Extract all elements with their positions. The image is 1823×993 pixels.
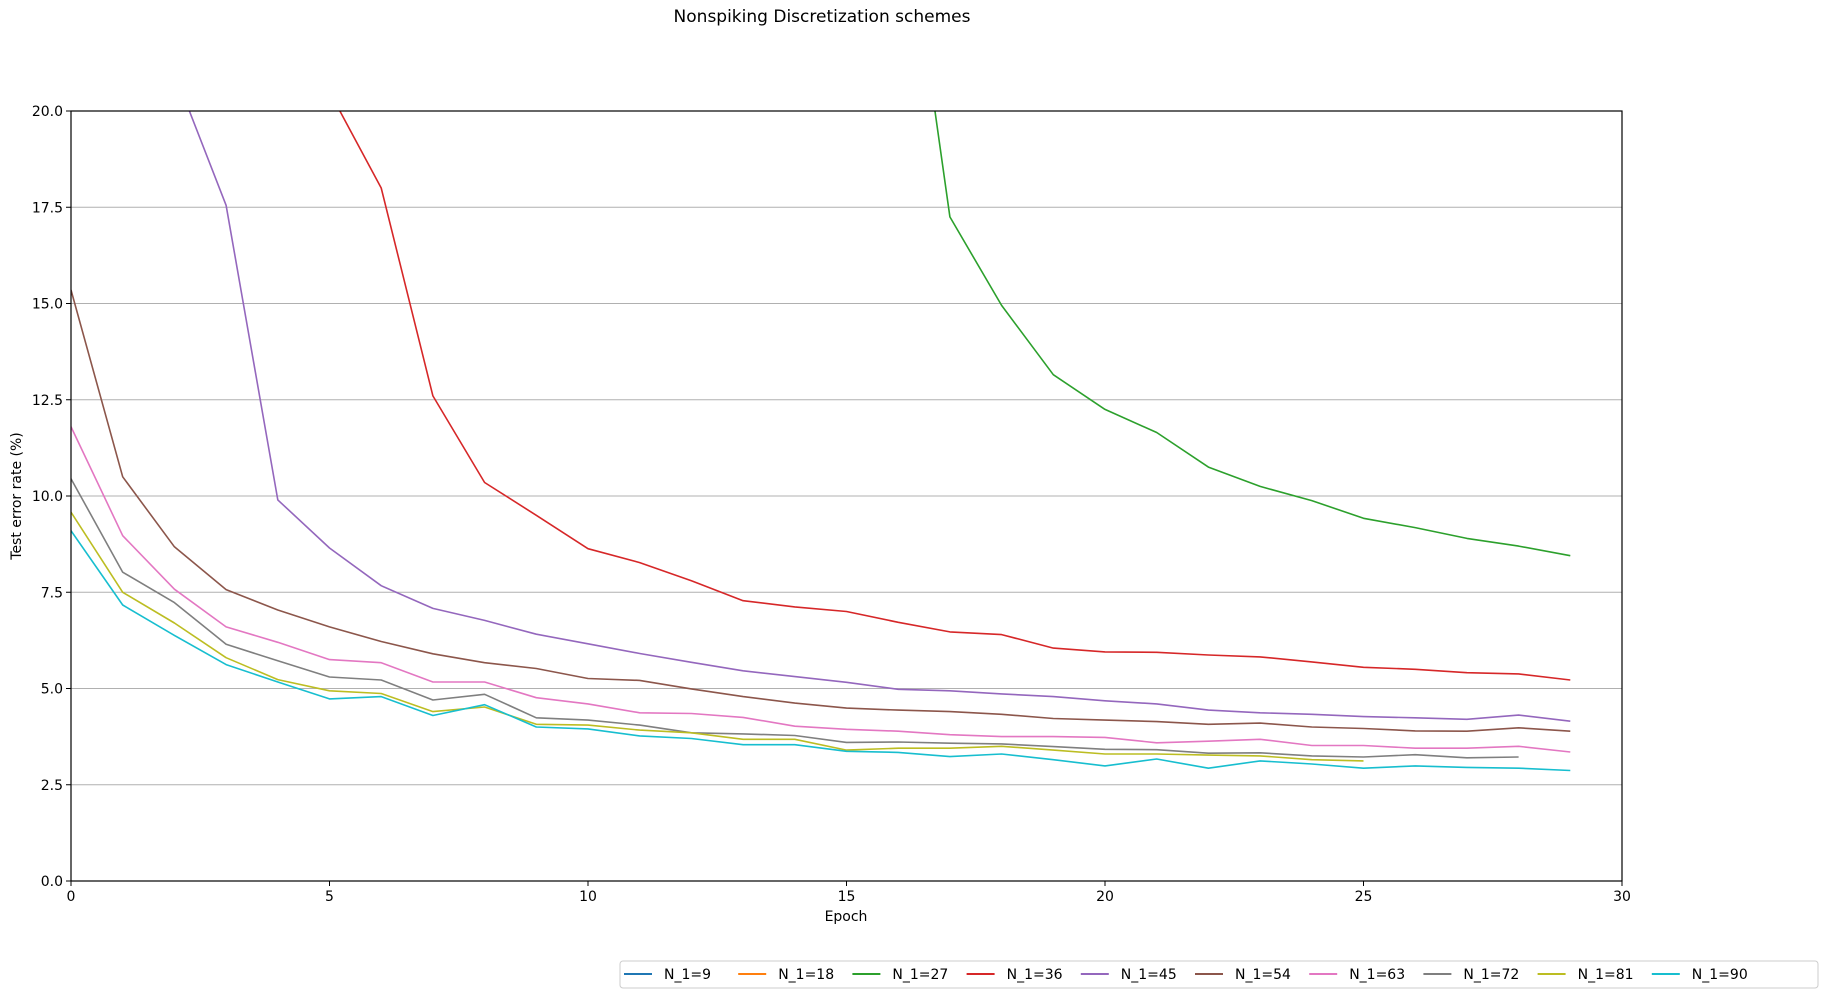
legend-label: N_1=72 [1463,967,1519,983]
x-axis-title: Epoch [825,909,868,925]
series-line-n-1-72 [71,478,1519,759]
axis-ticks: 0.0 2.5 5.0 7.5 10.0 12.5 15.0 17.5 20.0 0 5 10 15 20… [32,104,1631,905]
x-tick-label: 25 [1355,889,1373,905]
legend-label: N_1=54 [1235,967,1291,983]
x-tick-label: 30 [1613,889,1631,905]
series-lines [71,111,1571,772]
legend-item: N_1=36 [966,967,1063,983]
series-line-n-1-36 [338,111,1571,681]
legend-item: N_1=18 [738,967,834,983]
legend-label: N_1=45 [1121,967,1177,983]
series-line-n-1-27 [934,111,1571,557]
legend-label: N_1=36 [1007,967,1063,983]
y-tick-label: 5.0 [41,682,63,698]
x-tick-label: 20 [1096,889,1114,905]
legend-item: N_1=81 [1537,967,1634,983]
y-axis-title: Test error rate (%) [9,432,25,560]
grid [71,110,1622,882]
legend-item: N_1=27 [852,967,948,983]
y-tick-label: 2.5 [41,778,63,794]
x-tick-label: 5 [325,889,334,905]
y-tick-label: 10.0 [32,489,63,505]
legend-item: N_1=45 [1080,967,1177,983]
y-tick-label: 0.0 [41,874,63,890]
legend-label: N_1=63 [1349,967,1405,983]
legend-label: N_1=90 [1692,967,1748,983]
legend-item: N_1=9 [624,967,711,983]
series-line-n-1-45 [188,111,1571,722]
x-tick-label: 15 [838,889,856,905]
y-tick-label: 7.5 [41,585,63,601]
x-tick-label: 10 [579,889,597,905]
legend-label: N_1=27 [892,967,948,983]
chart-title: Nonspiking Discretization schemes [674,7,971,27]
y-tick-label: 17.5 [32,200,63,216]
x-tick-label: 0 [67,889,76,905]
y-tick-label: 20.0 [32,104,63,120]
legend-item: N_1=90 [1651,967,1748,983]
y-tick-label: 12.5 [32,393,63,409]
legend-item: N_1=72 [1423,967,1519,983]
series-line-n-1-90 [71,530,1571,772]
y-tick-label: 15.0 [32,297,63,313]
legend-label: N_1=9 [664,967,711,983]
legend: N_1=9 N_1=18 N_1=27 N_1=36 N_1=45 N_1=54 N_1=6… [619,960,1819,989]
legend-item: N_1=63 [1309,967,1405,983]
legend-label: N_1=18 [778,967,834,983]
legend-label: N_1=81 [1578,967,1634,983]
series-line-n-1-54 [71,289,1571,733]
series-line-n-1-81 [71,511,1364,762]
series-line-n-1-63 [71,426,1571,753]
legend-item: N_1=54 [1195,967,1291,983]
